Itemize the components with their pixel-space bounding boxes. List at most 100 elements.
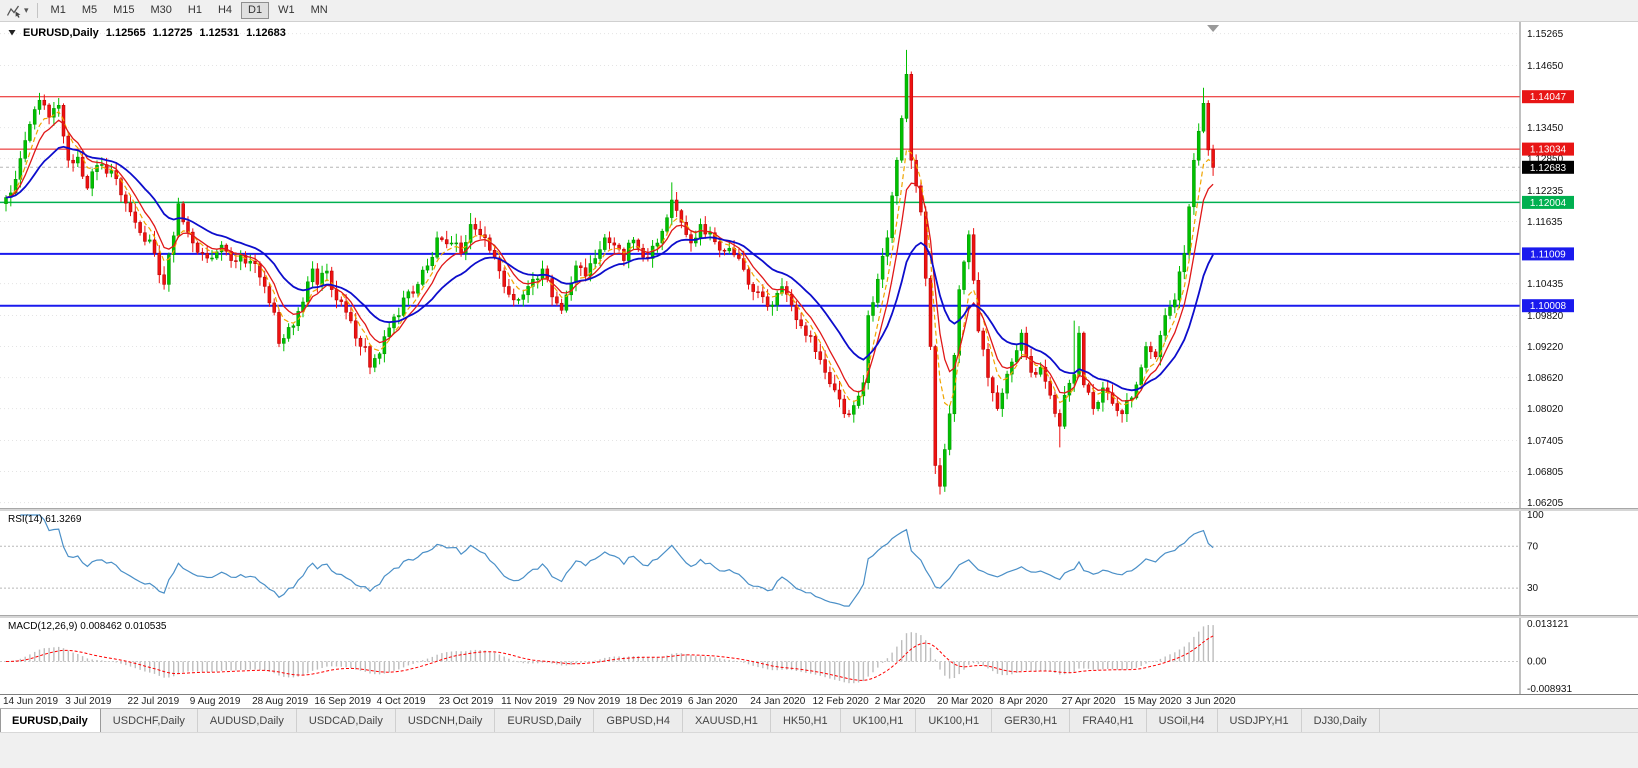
chart-tab-uk100-h1[interactable]: UK100,H1 — [916, 709, 993, 732]
svg-text:1.15265: 1.15265 — [1527, 29, 1564, 40]
chart-tab-usdcnh-daily[interactable]: USDCNH,Daily — [396, 709, 496, 732]
date-axis-label: 18 Dec 2019 — [625, 696, 683, 707]
macd-axis-labels: 0.013121 0.00 -0.008931 — [1527, 619, 1572, 694]
svg-text:-0.008931: -0.008931 — [1527, 684, 1572, 694]
date-axis-label: 8 Apr 2020 — [999, 696, 1048, 707]
date-axis-label: 20 Mar 2020 — [937, 696, 994, 707]
date-axis-label: 6 Jan 2020 — [687, 696, 738, 707]
date-axis-label: 2 Mar 2020 — [874, 696, 926, 707]
timeframe-button-m1[interactable]: M1 — [50, 4, 66, 16]
dropdown-caret-icon[interactable]: ▾ — [24, 5, 29, 15]
svg-text:1.07405: 1.07405 — [1527, 436, 1564, 447]
chart-pointer-icon[interactable] — [4, 4, 24, 18]
timeframe-button-h4[interactable]: H4 — [217, 4, 233, 16]
chart-area: 1.15265 1.14650 1.13450 1.12850 1.12235 1.116… — [0, 22, 1638, 708]
svg-text:1.12235: 1.12235 — [1527, 186, 1564, 197]
timeframe-button-w1[interactable]: W1 — [278, 4, 295, 16]
chart-tab-xauusd-h1[interactable]: XAUUSD,H1 — [683, 709, 771, 732]
chart-tab-usdcad-daily[interactable]: USDCAD,Daily — [297, 709, 396, 732]
macd-canvas[interactable]: 0.013121 0.00 -0.008931 — [0, 618, 1638, 694]
timeframe-button-h1[interactable]: H1 — [187, 4, 202, 16]
grid-lines — [0, 33, 1520, 504]
chart-tab-gbpusd-h4[interactable]: GBPUSD,H4 — [594, 709, 683, 732]
svg-text:1.14650: 1.14650 — [1527, 61, 1564, 72]
svg-text:1.13450: 1.13450 — [1527, 123, 1564, 134]
chart-tab-fra40-h1[interactable]: FRA40,H1 — [1070, 709, 1147, 732]
svg-text:1.12850: 1.12850 — [1527, 154, 1564, 165]
svg-text:1.08620: 1.08620 — [1527, 373, 1564, 384]
timeframe-button-m15[interactable]: M15 — [113, 4, 135, 16]
chart-tab-usdchf-daily[interactable]: USDCHF,Daily — [101, 709, 198, 732]
chart-tabs-bar: EURUSD,Daily USDCHF,Daily AUDUSD,Daily USDC… — [0, 708, 1638, 732]
panel-splitter-rsi[interactable] — [0, 508, 1638, 511]
svg-text:30: 30 — [1527, 583, 1539, 594]
svg-text:1.10435: 1.10435 — [1527, 279, 1564, 290]
chart-tab-usdjpy-h1[interactable]: USDJPY,H1 — [1218, 709, 1302, 732]
date-axis-label: 22 Jul 2019 — [127, 696, 180, 707]
moving-average-lines — [5, 110, 1214, 408]
chart-tab-audusd-daily[interactable]: AUDUSD,Daily — [198, 709, 297, 732]
rsi-line — [20, 514, 1214, 607]
candlesticks — [4, 49, 1215, 495]
ohlc-high-value: 1.12725 — [152, 27, 193, 39]
date-axis-label: 3 Jun 2020 — [1186, 696, 1236, 707]
chart-tab-uk100-h1[interactable]: UK100,H1 — [841, 709, 917, 732]
date-axis-label: 24 Jan 2020 — [750, 696, 806, 707]
current-price-badge: 1.12683 — [1522, 160, 1574, 174]
price-chart-canvas[interactable]: 1.15265 1.14650 1.13450 1.12850 1.12235 1.116… — [0, 22, 1638, 508]
timeframe-button-m30[interactable]: M30 — [150, 4, 172, 16]
chart-tab-eurusd-daily[interactable]: EURUSD,Daily — [495, 709, 595, 732]
horizontal-level-lines[interactable] — [0, 96, 1520, 307]
macd-histogram — [10, 625, 1214, 684]
rsi-level-lines — [0, 545, 1520, 589]
chart-menu-arrow-icon[interactable] — [8, 29, 16, 37]
chart-tab-eurusd-daily[interactable]: EURUSD,Daily — [0, 709, 101, 732]
ohlc-close-value: 1.12683 — [246, 27, 286, 39]
chart-tab-hk50-h1[interactable]: HK50,H1 — [771, 709, 841, 732]
svg-text:1.13034: 1.13034 — [1530, 145, 1567, 156]
date-axis-label: 16 Sep 2019 — [314, 696, 372, 707]
rsi-label: RSI(14) 61.3269 — [8, 514, 82, 525]
svg-text:1.11009: 1.11009 — [1530, 249, 1566, 260]
macd-label: MACD(12,26,9) 0.008462 0.010535 — [8, 621, 167, 632]
date-axis-label: 4 Oct 2019 — [376, 696, 426, 707]
svg-text:1.14047: 1.14047 — [1530, 92, 1567, 103]
macd-panel[interactable]: 0.013121 0.00 -0.008931 MACD(12,26,9) 0.00… — [0, 618, 1638, 694]
time-axis[interactable]: 14 Jun 2019 3 Jul 2019 22 Jul 2019 9 Aug 20… — [0, 694, 1638, 708]
date-axis-label: 15 May 2020 — [1123, 696, 1182, 707]
rsi-canvas[interactable]: 100 70 30 — [0, 511, 1638, 615]
timeframe-button-mn[interactable]: MN — [310, 4, 328, 16]
ohlc-low-value: 1.12531 — [199, 27, 240, 39]
chart-tab-usoil-h4[interactable]: USOil,H4 — [1147, 709, 1218, 732]
price-chart-panel[interactable]: 1.15265 1.14650 1.13450 1.12850 1.12235 1.116… — [0, 22, 1638, 508]
ohlc-open-value: 1.12565 — [105, 27, 146, 39]
timeframe-toolbar: ▾ M1 M5 M15 M30 H1 H4 D1 W1 MN — [0, 0, 1638, 22]
chart-shift-marker-icon[interactable] — [1207, 25, 1220, 32]
date-axis-label: 28 Aug 2019 — [252, 696, 309, 707]
rsi-axis-labels: 100 70 30 — [1527, 511, 1544, 594]
date-axis-label: 9 Aug 2019 — [189, 696, 241, 707]
level-price-badges: 1.14047 1.13034 1.12004 1.11009 1.10008 — [1522, 90, 1574, 313]
svg-text:70: 70 — [1527, 541, 1539, 552]
chart-tab-ger30-h1[interactable]: GER30,H1 — [992, 709, 1071, 732]
panel-splitter-macd[interactable] — [0, 615, 1638, 618]
price-axis-labels: 1.15265 1.14650 1.13450 1.12850 1.12235 1.116… — [1527, 29, 1564, 508]
window-bottom-strip — [0, 732, 1638, 768]
chart-symbol-label: EURUSD,Daily — [23, 27, 99, 39]
timeframe-button-m5[interactable]: M5 — [81, 4, 98, 16]
timeframe-button-d1[interactable]: D1 — [241, 2, 270, 19]
rsi-panel[interactable]: 100 70 30 RSI(14) 61.3269 — [0, 511, 1638, 615]
date-axis-label: 3 Jul 2019 — [65, 696, 112, 707]
chart-tab-dj30-daily[interactable]: DJ30,Daily — [1302, 709, 1380, 732]
svg-text:1.06805: 1.06805 — [1527, 467, 1564, 478]
svg-text:0.013121: 0.013121 — [1527, 619, 1569, 630]
svg-text:100: 100 — [1527, 511, 1544, 521]
timeframe-buttons: M1 M5 M15 M30 H1 H4 D1 W1 MN — [44, 2, 335, 19]
date-axis-label: 23 Oct 2019 — [438, 696, 494, 707]
svg-text:1.11635: 1.11635 — [1527, 217, 1563, 228]
svg-text:1.08020: 1.08020 — [1527, 404, 1564, 415]
svg-text:1.09820: 1.09820 — [1527, 311, 1564, 322]
svg-text:1.12004: 1.12004 — [1530, 198, 1567, 209]
svg-text:1.10008: 1.10008 — [1530, 301, 1567, 312]
